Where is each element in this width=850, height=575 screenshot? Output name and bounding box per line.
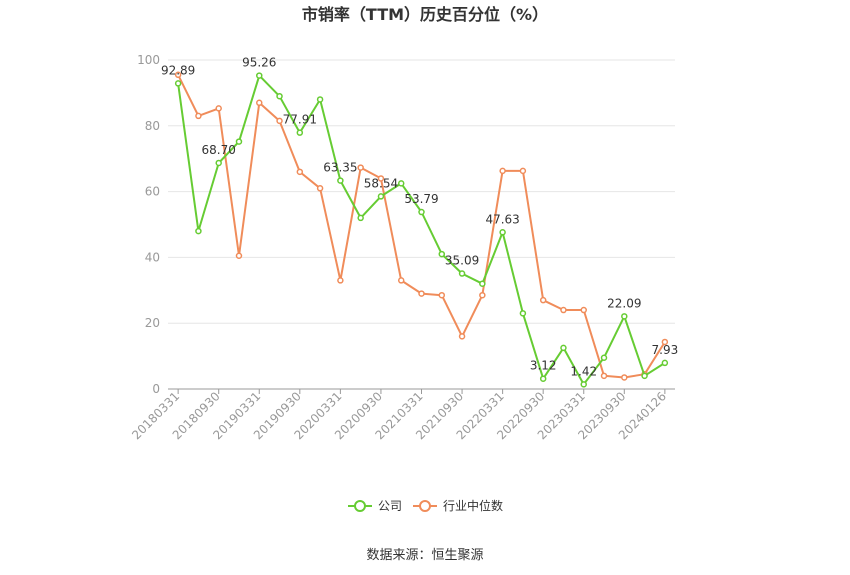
- data-point[interactable]: [377, 193, 385, 200]
- chart-title: 市销率（TTM）历史百分位（%）: [302, 5, 548, 24]
- data-point[interactable]: [397, 277, 405, 284]
- legend-swatch-marker: [419, 500, 431, 512]
- data-point[interactable]: [438, 291, 446, 299]
- data-point[interactable]: [256, 99, 263, 107]
- data-label: 95.26: [242, 56, 276, 70]
- y-tick-label: 100: [137, 53, 160, 67]
- data-point[interactable]: [580, 306, 587, 314]
- data-point[interactable]: [499, 167, 506, 175]
- grid: [168, 59, 675, 324]
- data-point[interactable]: [296, 129, 304, 136]
- legend[interactable]: 公司 行业中位数: [348, 498, 503, 513]
- data-point[interactable]: [621, 313, 628, 320]
- legend-item-1[interactable]: 行业中位数: [413, 498, 503, 513]
- data-label: 7.93: [652, 343, 679, 357]
- data-label: 53.79: [404, 192, 438, 206]
- data-point[interactable]: [560, 306, 567, 314]
- legend-item-0[interactable]: 公司: [348, 499, 402, 513]
- series-line-1: [177, 74, 666, 379]
- data-point[interactable]: [195, 112, 202, 120]
- data-label: 92.89: [161, 63, 195, 77]
- data-point[interactable]: [215, 105, 222, 112]
- data-point[interactable]: [661, 359, 669, 367]
- data-point[interactable]: [539, 296, 547, 304]
- data-point[interactable]: [357, 164, 364, 171]
- legend-label: 行业中位数: [443, 498, 503, 513]
- data-point[interactable]: [337, 277, 344, 284]
- data-label: 47.63: [485, 212, 519, 226]
- data-point[interactable]: [195, 227, 202, 235]
- y-tick-label: 80: [145, 119, 160, 133]
- data-point[interactable]: [499, 229, 506, 236]
- data-point[interactable]: [174, 80, 182, 87]
- legend-swatch-marker: [354, 500, 366, 512]
- data-point[interactable]: [661, 338, 669, 346]
- data-point[interactable]: [418, 208, 425, 216]
- data-point[interactable]: [316, 185, 324, 192]
- data-point[interactable]: [438, 250, 446, 258]
- data-point[interactable]: [276, 117, 283, 125]
- data-point[interactable]: [235, 252, 243, 260]
- legend-label: 公司: [378, 499, 402, 513]
- data-label: 35.09: [445, 254, 479, 268]
- data-point[interactable]: [519, 167, 527, 175]
- data-point[interactable]: [215, 159, 222, 167]
- data-point[interactable]: [600, 372, 608, 380]
- data-point[interactable]: [276, 92, 283, 100]
- data-label: 68.70: [202, 143, 236, 157]
- data-point[interactable]: [479, 280, 486, 287]
- data-labels: 92.89 68.70 95.26 77.91 63.35 58.54 53.79 35.09…: [161, 56, 678, 379]
- data-point[interactable]: [174, 71, 182, 79]
- data-point[interactable]: [357, 214, 364, 222]
- data-label: 63.35: [323, 161, 357, 175]
- data-point[interactable]: [377, 175, 385, 182]
- data-point[interactable]: [539, 375, 547, 382]
- x-axis: 2018033120180930201903312019093020200331…: [129, 388, 675, 442]
- data-point[interactable]: [256, 72, 263, 79]
- y-axis: 0 20 40 60 80 100: [137, 53, 160, 396]
- data-point[interactable]: [580, 381, 587, 388]
- data-point[interactable]: [337, 177, 344, 184]
- y-tick-label: 40: [145, 250, 160, 264]
- source-note: 数据来源：恒生聚源: [366, 548, 483, 563]
- y-tick-label: 60: [145, 185, 160, 199]
- data-point[interactable]: [600, 354, 608, 361]
- y-tick-label: 0: [152, 382, 160, 396]
- data-point[interactable]: [641, 372, 648, 380]
- data-label: 58.54: [364, 176, 398, 190]
- y-tick-label: 20: [145, 316, 160, 330]
- data-point[interactable]: [560, 344, 567, 352]
- data-point[interactable]: [458, 270, 466, 277]
- data-label: 1.42: [570, 364, 597, 378]
- data-label: 22.09: [607, 296, 641, 310]
- data-point[interactable]: [316, 96, 324, 103]
- data-point[interactable]: [397, 180, 405, 187]
- data-label: 77.91: [283, 113, 317, 127]
- data-point[interactable]: [621, 374, 628, 381]
- data-point[interactable]: [235, 138, 243, 145]
- data-label: 3.12: [530, 359, 557, 373]
- series-group: [174, 71, 669, 388]
- data-point[interactable]: [479, 291, 486, 299]
- data-point[interactable]: [458, 333, 466, 340]
- data-point[interactable]: [519, 310, 527, 317]
- data-point[interactable]: [418, 290, 425, 297]
- data-point[interactable]: [296, 168, 304, 176]
